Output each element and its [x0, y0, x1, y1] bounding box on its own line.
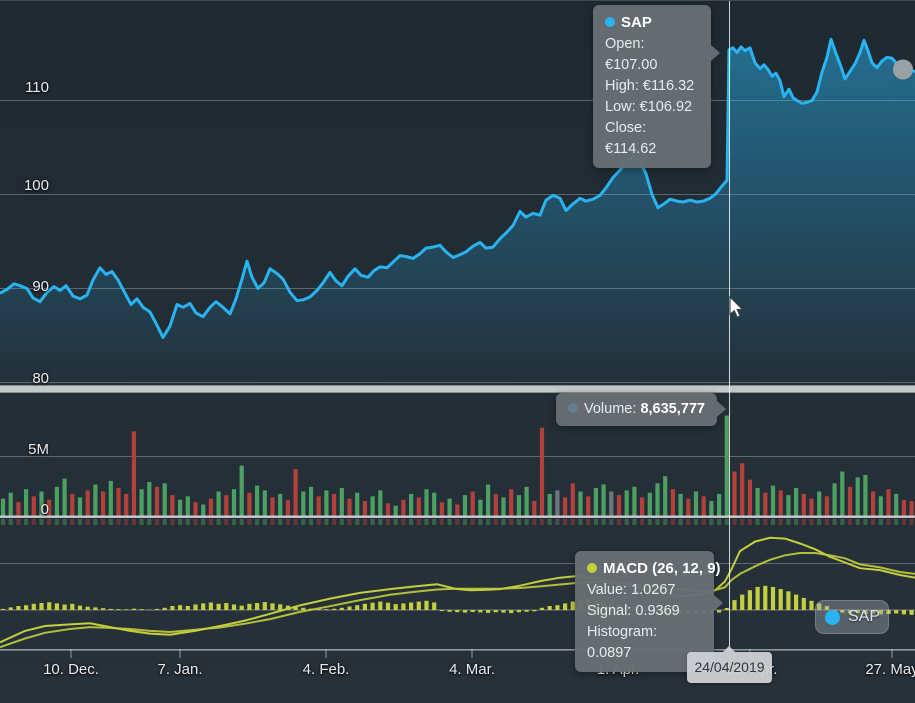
y-axis-label: 0 [0, 501, 49, 518]
series-bullet-icon [568, 403, 578, 413]
tooltip-row: Low: €106.92 [605, 97, 699, 118]
y-axis-label: 80 [0, 370, 49, 387]
x-axis-line [0, 649, 915, 651]
x-axis-label: 4. Mar. [449, 661, 495, 678]
legend-item-sap[interactable]: SAP [815, 600, 889, 634]
tooltip-callout-arrow [711, 45, 720, 61]
pane-resizer[interactable] [0, 385, 915, 393]
volume-bars [1, 416, 914, 526]
volume-label: Volume: [584, 401, 636, 417]
series-name: SAP [621, 14, 652, 31]
last-point-marker[interactable] [893, 60, 913, 80]
x-axis-label: 10. Dec. [43, 661, 99, 678]
tooltip-callout-arrow [717, 401, 726, 417]
macd-signal-line [0, 553, 915, 647]
x-axis-label: 4. Feb. [303, 661, 350, 678]
macd-line [0, 538, 915, 643]
volume-baseline [0, 516, 915, 518]
mouse-cursor-icon [729, 296, 747, 320]
x-axis-label: 7. Jan. [157, 661, 202, 678]
y-axis-label: 110 [0, 79, 49, 96]
legend-label: SAP [848, 608, 880, 626]
volume-tooltip: Volume: 8,635,777 [556, 393, 717, 426]
legend-marker-icon [825, 610, 840, 625]
tooltip-row: High: €116.32 [605, 76, 699, 97]
series-bullet-icon [587, 563, 597, 573]
y-axis-label: 100 [0, 177, 49, 194]
series-bullet-icon [605, 17, 615, 27]
volume-value: 8,635,777 [640, 401, 705, 417]
crosshair-label-notch-icon [723, 646, 735, 652]
price-tooltip-title: SAP [605, 12, 699, 34]
y-axis-label: 5M [0, 441, 49, 458]
tooltip-row: Close: €114.62 [605, 118, 699, 160]
price-tooltip: SAP Open: €107.00 High: €116.32 Low: €10… [593, 5, 711, 168]
tooltip-row: Open: €107.00 [605, 34, 699, 76]
tooltip-callout-arrow [714, 595, 723, 611]
crosshair-date-label: 24/04/2019 [687, 652, 772, 683]
macd-name: MACD (26, 12, 9) [603, 560, 721, 577]
x-axis-label: 27. May [865, 661, 915, 678]
tooltip-row: Value: 1.0267 [587, 580, 702, 601]
tooltip-row: Signal: 0.9369 [587, 601, 702, 622]
tooltip-row: Histogram: 0.0897 [587, 622, 702, 664]
y-axis-label: 90 [0, 278, 49, 295]
macd-tooltip-title: MACD (26, 12, 9) [587, 558, 702, 580]
price-area [0, 39, 915, 385]
